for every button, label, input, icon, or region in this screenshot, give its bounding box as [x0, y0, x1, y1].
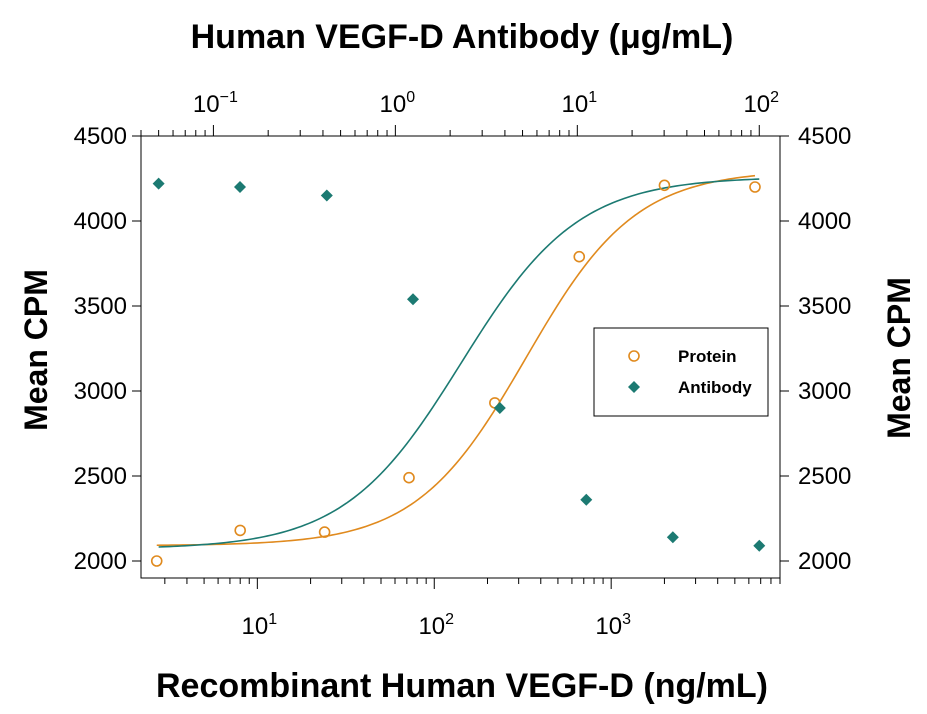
fit-curves	[156, 174, 760, 548]
data-point-antibody	[152, 177, 165, 190]
axis-ticks: 101 102 103 10−1 100 101 102 2000 2000 2500 2500 30…	[74, 89, 852, 640]
top-tick-label: 102	[743, 89, 779, 118]
y-tick-label-left: 4000	[74, 208, 127, 235]
legend-label-antibody: Antibody	[678, 378, 752, 397]
plot-frame	[140, 135, 781, 579]
data-point-antibody	[233, 181, 246, 193]
y-tick-label-left: 2500	[74, 463, 127, 490]
legend-label-protein: Protein	[678, 347, 737, 366]
data-point-protein	[403, 471, 415, 484]
legend-marker-antibody	[628, 381, 640, 393]
legend-marker-protein	[628, 350, 640, 362]
legend: Protein Antibody	[593, 327, 769, 417]
data-points	[150, 177, 766, 567]
y-tick-label-right: 4500	[798, 123, 851, 150]
x-tick-label: 103	[595, 611, 631, 640]
data-point-antibody	[320, 189, 333, 202]
data-point-antibody	[580, 493, 593, 506]
x-tick-label: 101	[242, 611, 278, 640]
y-tick-label-left: 4500	[74, 123, 127, 150]
x-tick-label: 102	[418, 611, 454, 640]
y-tick-label-left: 3500	[74, 293, 127, 320]
legend-box	[593, 327, 769, 417]
x-axis-title: Recombinant Human VEGF-D (ng/mL)	[156, 667, 768, 705]
fit-curve-protein	[156, 174, 756, 547]
y-axis-title-left: Mean CPM	[18, 269, 54, 431]
data-point-protein	[234, 524, 246, 537]
y-tick-label-left: 3000	[74, 378, 127, 405]
data-point-protein	[318, 526, 331, 538]
top-tick-label: 10−1	[193, 89, 238, 118]
data-point-protein	[150, 555, 163, 567]
top-tick-label: 101	[562, 89, 598, 118]
y-tick-label-right: 4000	[798, 208, 851, 235]
data-point-protein	[573, 250, 586, 263]
data-point-protein	[658, 179, 671, 192]
data-point-antibody	[753, 539, 766, 552]
y-tick-label-right: 2000	[798, 548, 851, 575]
y-axis-title-right: Mean CPM	[881, 277, 917, 439]
fit-curve-antibody	[158, 178, 760, 548]
y-tick-label-right: 3000	[798, 378, 851, 405]
data-point-antibody	[406, 293, 419, 306]
data-point-protein	[749, 181, 761, 193]
top-axis-title: Human VEGF-D Antibody (μg/mL)	[191, 18, 734, 56]
data-point-antibody	[493, 402, 506, 414]
y-tick-label-right: 3500	[798, 293, 851, 320]
y-tick-label-left: 2000	[74, 548, 127, 575]
top-tick-label: 100	[380, 89, 416, 118]
data-point-antibody	[666, 531, 679, 544]
y-tick-label-right: 2500	[798, 463, 851, 490]
